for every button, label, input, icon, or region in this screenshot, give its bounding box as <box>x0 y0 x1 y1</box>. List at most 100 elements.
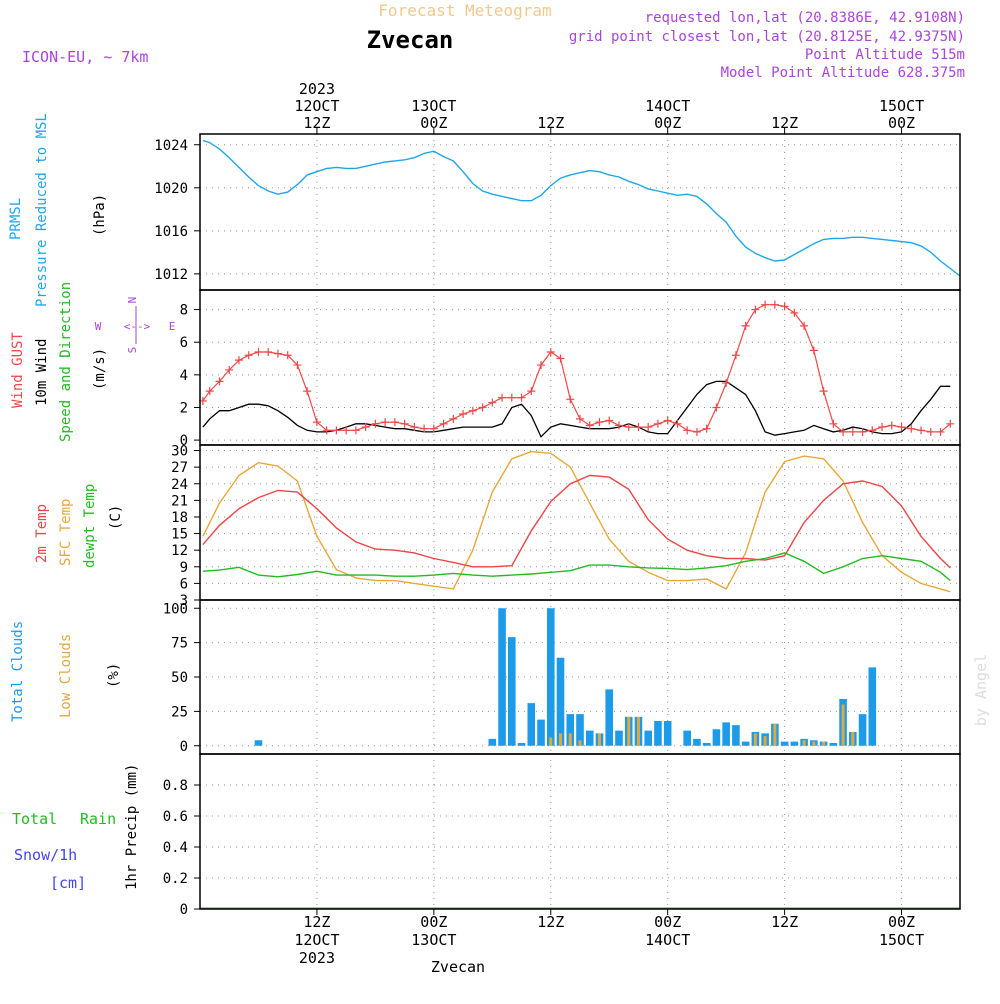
gust-marker <box>819 387 828 396</box>
gust-marker <box>556 354 565 363</box>
pressure-label: Pressure Reduced to MSL <box>34 113 50 307</box>
total-cloud-bar <box>858 714 867 746</box>
gust-marker <box>420 424 429 433</box>
gust-marker <box>576 414 584 423</box>
low-cloud-bar <box>636 716 640 746</box>
total-cloud-bar <box>712 729 721 746</box>
total-cloud-bar <box>790 741 799 746</box>
gust-marker <box>351 426 360 435</box>
gust-marker <box>205 387 214 396</box>
total-cloud-bar <box>732 725 740 746</box>
low-cloud-bar <box>549 737 553 746</box>
gust-marker <box>761 300 770 309</box>
compass-rose: N W <--> E S <box>95 297 176 354</box>
gust-marker <box>605 416 614 425</box>
total-cloud-bar <box>498 608 506 746</box>
gust-marker <box>868 426 877 435</box>
gust-marker <box>907 424 916 433</box>
bottom-time-label: 00Z <box>888 913 915 931</box>
gust-marker <box>946 419 955 428</box>
gust-marker <box>839 427 848 436</box>
gust-marker <box>371 419 380 428</box>
gust-marker <box>303 387 312 396</box>
gust-marker <box>829 419 838 428</box>
y-tick-label: 0.8 <box>163 778 188 794</box>
y-tick-label: 0.4 <box>163 840 188 856</box>
gust-marker <box>731 351 740 360</box>
panel-frame <box>199 753 961 910</box>
low-cloud-bar <box>597 733 601 746</box>
y-tick-label: 8 <box>180 303 188 319</box>
grid-point-coords: grid point closest lon,lat (20.8125E, 42… <box>569 29 965 45</box>
low-cloud-bar <box>773 723 777 746</box>
gust-marker <box>400 419 409 428</box>
top-time-label: 12OCT <box>294 97 339 115</box>
gust-marker <box>527 387 536 396</box>
total-cloud-bar <box>585 730 594 746</box>
gust-marker <box>897 423 906 432</box>
gust-marker <box>566 395 575 404</box>
y-tick-label: 0 <box>180 739 188 755</box>
location-title: Zvecan <box>367 26 454 54</box>
y-tick-label: 15 <box>171 527 188 543</box>
wind10m-line <box>202 380 951 438</box>
bottom-time-label: 12Z <box>537 913 564 931</box>
temp2m-line <box>202 474 951 569</box>
cloud-side-labels: Total Clouds Low Clouds (%) <box>10 621 122 722</box>
wind10-label: 10m Wind <box>34 339 50 406</box>
gust-marker <box>507 393 516 402</box>
gust-marker <box>225 365 234 374</box>
gust-marker <box>312 418 321 427</box>
total-cloud-bar <box>663 721 672 746</box>
bottom-time-label: 2023 <box>299 949 335 967</box>
gust-marker <box>751 305 760 314</box>
y-tick-label: 21 <box>171 493 188 509</box>
compass-arrows: <--> <box>124 320 151 333</box>
y-tick-label: 3 <box>180 593 188 609</box>
rain-label: Rain <box>80 810 116 828</box>
y-tick-label: 27 <box>171 460 188 476</box>
low-cloud-bar <box>559 733 563 746</box>
gust-marker <box>917 426 926 435</box>
gust-marker <box>624 423 633 432</box>
frame-layer <box>199 133 961 910</box>
bottom-time-label: 00Z <box>654 913 681 931</box>
low-clouds-label: Low Clouds <box>58 634 74 718</box>
gust-marker <box>332 426 341 435</box>
top-time-label: 00Z <box>420 114 447 132</box>
panel-frame <box>199 444 961 601</box>
gust-marker <box>517 393 526 402</box>
gust-marker <box>741 321 750 330</box>
wind-side-labels: Wind GUST 10m Wind Speed and Direction (… <box>10 282 175 442</box>
axis-layer: 1012101610201024024683691215182124273002… <box>154 80 924 967</box>
t2m-label: 2m Temp <box>34 504 50 563</box>
gust-marker <box>712 403 721 412</box>
total-cloud-bar <box>702 743 711 746</box>
y-tick-label: 6 <box>180 335 188 351</box>
gust-marker <box>322 426 331 435</box>
y-tick-label: 0 <box>180 902 188 918</box>
gust-marker <box>780 302 789 311</box>
gust-marker <box>644 423 653 432</box>
watermark: by Angel <box>972 654 990 726</box>
total-cloud-bar <box>556 657 565 746</box>
total-cloud-bar <box>488 738 497 746</box>
gust-marker <box>692 427 701 436</box>
temp-side-labels: 2m Temp SFC Temp dewpt Temp (C) <box>34 484 124 568</box>
y-tick-label: 4 <box>180 368 188 384</box>
gust-marker <box>439 419 448 428</box>
y-tick-label: 0.2 <box>163 871 188 887</box>
gust-marker <box>858 427 867 436</box>
bottom-time-label: 15OCT <box>879 931 924 949</box>
precip-side-labels: Total Rain Snow/1h [cm] 1hr Precip (mm) <box>12 764 140 892</box>
total-cloud-bar <box>741 741 750 746</box>
gust-marker <box>634 423 643 432</box>
gust-marker <box>809 346 818 355</box>
gust-marker <box>585 421 594 430</box>
hpa-label: (hPa) <box>92 194 108 236</box>
snow-label: Snow/1h <box>14 846 77 864</box>
y-tick-label: 2 <box>180 400 188 416</box>
low-cloud-bar <box>578 740 582 746</box>
gust-label: Wind GUST <box>10 332 26 408</box>
